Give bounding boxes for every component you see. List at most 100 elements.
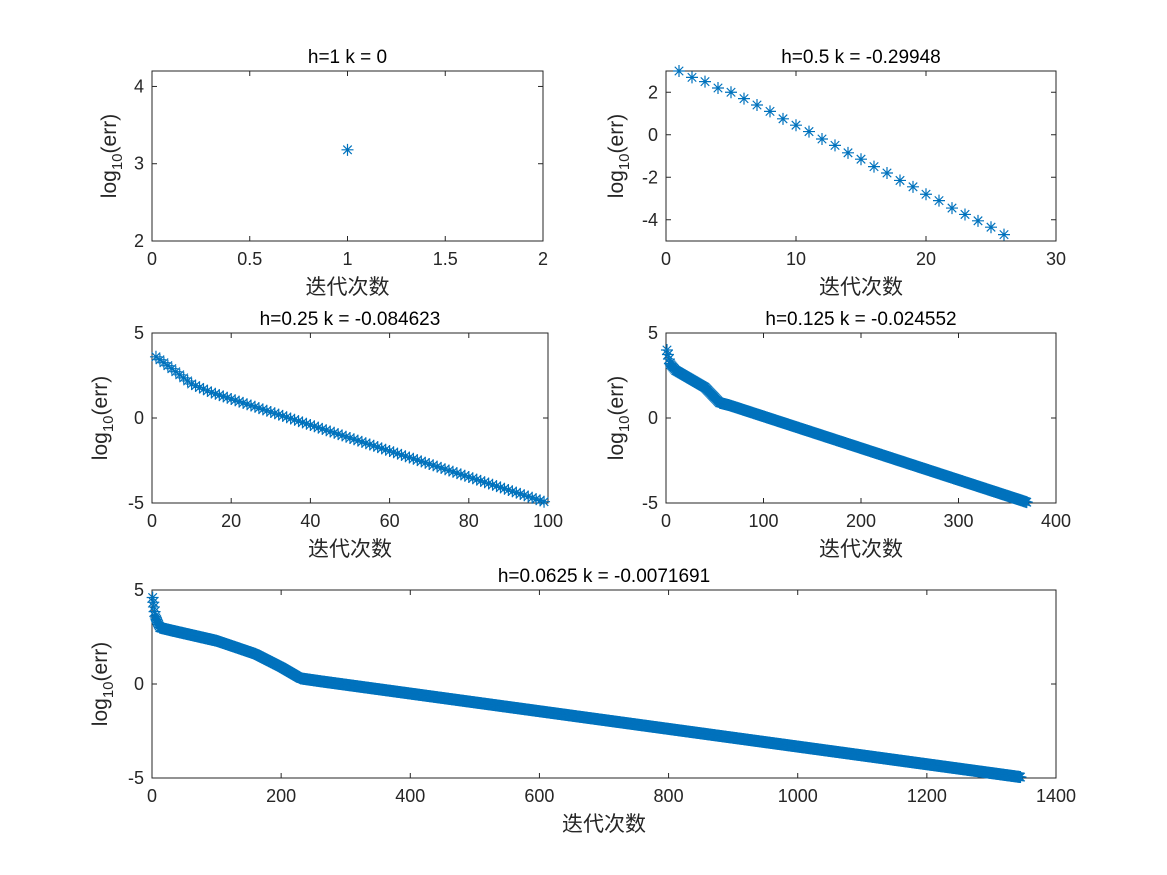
data-point xyxy=(920,188,932,201)
data-point xyxy=(661,348,674,361)
data-point xyxy=(427,459,440,472)
y-label-base: log xyxy=(89,432,112,460)
data-point xyxy=(712,82,724,94)
data-point xyxy=(359,437,372,450)
data-point xyxy=(383,445,396,457)
data-point xyxy=(494,481,507,494)
data-point xyxy=(185,378,198,390)
y-tick-label: 5 xyxy=(134,323,144,343)
x-axis-label: 迭代次数 xyxy=(562,813,646,836)
y-tick-label: -4 xyxy=(642,210,658,230)
data-point xyxy=(260,404,273,417)
data-point xyxy=(450,467,463,480)
data-point xyxy=(268,407,281,420)
x-tick-label: 400 xyxy=(395,786,425,806)
data-point xyxy=(375,442,388,455)
data-point xyxy=(403,451,416,464)
x-tick-label: 600 xyxy=(524,786,554,806)
data-point xyxy=(296,416,309,429)
data-point xyxy=(264,406,277,418)
y-axis-label: log10(err) xyxy=(605,114,633,198)
y-tick-label: -2 xyxy=(642,167,658,187)
data-point xyxy=(946,202,958,215)
data-series xyxy=(149,350,551,508)
data-point xyxy=(538,495,551,508)
y-axis-label: log10(err) xyxy=(605,376,633,460)
data-point xyxy=(147,596,160,609)
y-label-tail: (err) xyxy=(605,114,628,154)
data-point xyxy=(415,455,428,468)
data-point xyxy=(411,454,424,467)
y-label-base: log xyxy=(98,170,121,198)
data-point xyxy=(395,448,408,461)
data-point xyxy=(151,615,164,628)
data-point xyxy=(351,434,364,447)
data-point xyxy=(379,443,392,456)
data-point xyxy=(803,125,815,138)
data-point xyxy=(201,384,214,397)
data-point xyxy=(149,610,162,623)
data-point xyxy=(662,353,675,366)
data-point xyxy=(387,446,400,459)
x-tick-label: 0 xyxy=(147,511,157,531)
data-point xyxy=(933,194,945,207)
data-point xyxy=(193,381,206,394)
data-point xyxy=(725,86,737,99)
data-point xyxy=(855,153,867,166)
data-point xyxy=(169,365,182,378)
data-point xyxy=(506,485,519,498)
data-point xyxy=(959,208,971,221)
data-point xyxy=(868,160,880,173)
x-tick-label: 0 xyxy=(147,249,157,269)
data-point xyxy=(881,167,893,179)
x-tick-label: 80 xyxy=(459,511,479,531)
x-tick-label: 1400 xyxy=(1036,786,1076,806)
data-point xyxy=(419,456,432,469)
data-point xyxy=(423,458,436,470)
x-tick-label: 100 xyxy=(748,511,778,531)
data-point xyxy=(686,71,698,84)
data-point xyxy=(490,480,503,493)
data-point xyxy=(751,99,763,111)
data-point xyxy=(308,420,321,433)
data-point xyxy=(316,422,329,435)
x-tick-label: 800 xyxy=(654,786,684,806)
axes-box xyxy=(151,70,544,242)
data-point xyxy=(972,214,984,227)
subplot-title: h=0.5 k = -0.29948 xyxy=(781,47,941,68)
y-tick-label: 2 xyxy=(648,82,658,102)
x-tick-label: 1200 xyxy=(907,786,947,806)
data-point xyxy=(320,424,333,437)
data-point xyxy=(312,421,325,434)
data-point xyxy=(341,143,354,156)
x-tick-label: 40 xyxy=(300,511,320,531)
data-point xyxy=(177,371,190,384)
x-tick-label: 1 xyxy=(342,249,352,269)
y-tick-label: 0 xyxy=(134,408,144,428)
data-point xyxy=(157,356,170,369)
data-point xyxy=(225,393,238,405)
data-point xyxy=(454,468,467,481)
data-point xyxy=(407,452,420,465)
data-point xyxy=(241,398,254,411)
y-label-subscript: 10 xyxy=(100,681,117,698)
data-point xyxy=(221,391,234,404)
data-point xyxy=(985,221,997,234)
data-series xyxy=(660,344,1033,509)
data-point xyxy=(391,447,404,460)
subplot-title: h=0.0625 k = -0.0071691 xyxy=(498,566,710,587)
data-point xyxy=(530,493,543,506)
y-label-subscript: 10 xyxy=(100,415,117,432)
y-axis-label: log10(err) xyxy=(89,376,117,460)
x-tick-label: 200 xyxy=(266,786,296,806)
x-tick-label: 1.5 xyxy=(433,249,458,269)
data-point xyxy=(458,469,471,482)
data-point xyxy=(288,413,301,426)
y-label-tail: (err) xyxy=(89,642,112,682)
x-tick-label: 30 xyxy=(1046,249,1066,269)
x-tick-label: 100 xyxy=(533,511,563,531)
data-point xyxy=(439,463,452,476)
